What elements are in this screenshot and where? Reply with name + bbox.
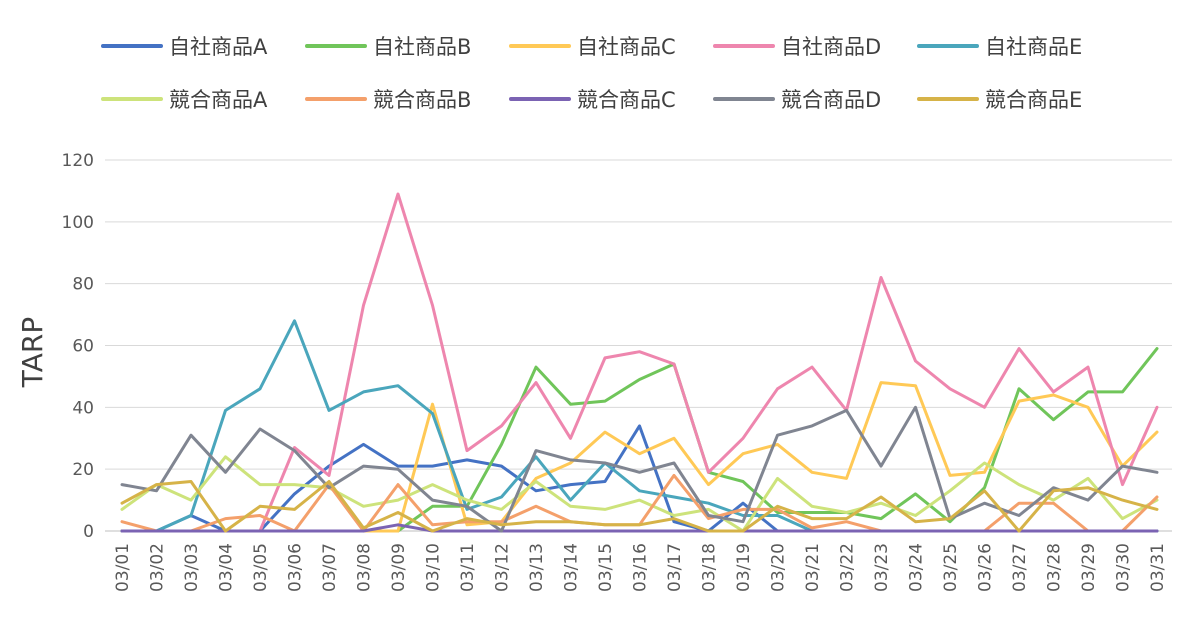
gridlines [105,159,1172,532]
legend-label: 競合商品B [373,88,471,112]
legend-label: 自社商品A [169,35,268,59]
y-tick-label: 120 [62,151,94,171]
x-tick-label: 03/19 [734,543,754,592]
x-tick-label: 03/20 [769,543,789,592]
legend-label: 自社商品B [373,35,471,59]
x-axis-ticks: 03/01 03/02 03/03 03/04 03/05 03/06 03/07 03/08… [113,543,1168,592]
x-tick-label: 03/24 [907,543,927,592]
x-tick-label: 03/14 [562,543,582,592]
x-tick-label: 03/02 [148,543,168,592]
y-tick-label: 80 [72,275,94,295]
y-axis-label: TARP [16,317,49,388]
x-tick-label: 03/23 [872,543,892,592]
legend-label: 競合商品A [169,88,268,112]
y-tick-label: 100 [62,213,94,233]
x-tick-label: 03/29 [1079,543,1099,592]
x-tick-label: 03/28 [1045,543,1065,592]
x-tick-label: 03/07 [320,543,340,592]
x-tick-label: 03/11 [458,543,478,592]
x-tick-label: 03/18 [700,543,720,592]
legend-label: 自社商品D [781,35,881,59]
series-lines [120,192,1159,533]
x-tick-label: 03/10 [424,543,444,592]
y-tick-label: 40 [72,398,94,418]
x-tick-label: 03/13 [527,543,547,592]
legend-label: 自社商品C [577,35,676,59]
series-line-8 [120,523,1159,533]
x-tick-label: 03/27 [1010,543,1030,592]
series-line-6 [120,455,1159,533]
x-tick-label: 03/16 [631,543,651,592]
legend: 自社商品A 自社商品B 自社商品C 自社商品D 自社商品E 競合商品A 競合商品B 競合商品C… [101,35,1082,112]
x-tick-label: 03/03 [182,543,202,592]
x-tick-label: 03/12 [493,543,513,592]
legend-label: 競合商品D [781,88,881,112]
x-tick-label: 03/17 [665,543,685,592]
x-tick-label: 03/09 [389,543,409,592]
legend-label: 競合商品C [577,88,676,112]
series-line-10 [120,480,1159,533]
x-tick-label: 03/08 [355,543,375,592]
x-tick-label: 03/22 [838,543,858,592]
y-tick-label: 0 [83,522,94,542]
x-tick-label: 03/06 [286,543,306,592]
y-tick-label: 20 [72,460,94,480]
x-tick-label: 03/05 [251,543,271,592]
x-tick-label: 03/25 [941,543,961,592]
series-line-9 [120,405,1159,533]
x-tick-label: 03/21 [803,543,823,592]
series-line-4 [120,192,1159,533]
x-tick-label: 03/04 [217,543,237,592]
y-axis-ticks: 0 20 40 60 80 100 120 [62,151,94,542]
x-tick-label: 03/01 [113,543,133,592]
legend-label: 競合商品E [985,88,1082,112]
x-tick-label: 03/31 [1148,543,1168,592]
x-tick-label: 03/30 [1114,543,1134,592]
legend-label: 自社商品E [985,35,1082,59]
y-tick-label: 60 [72,337,94,357]
x-tick-label: 03/26 [976,543,996,592]
x-tick-label: 03/15 [596,543,616,592]
